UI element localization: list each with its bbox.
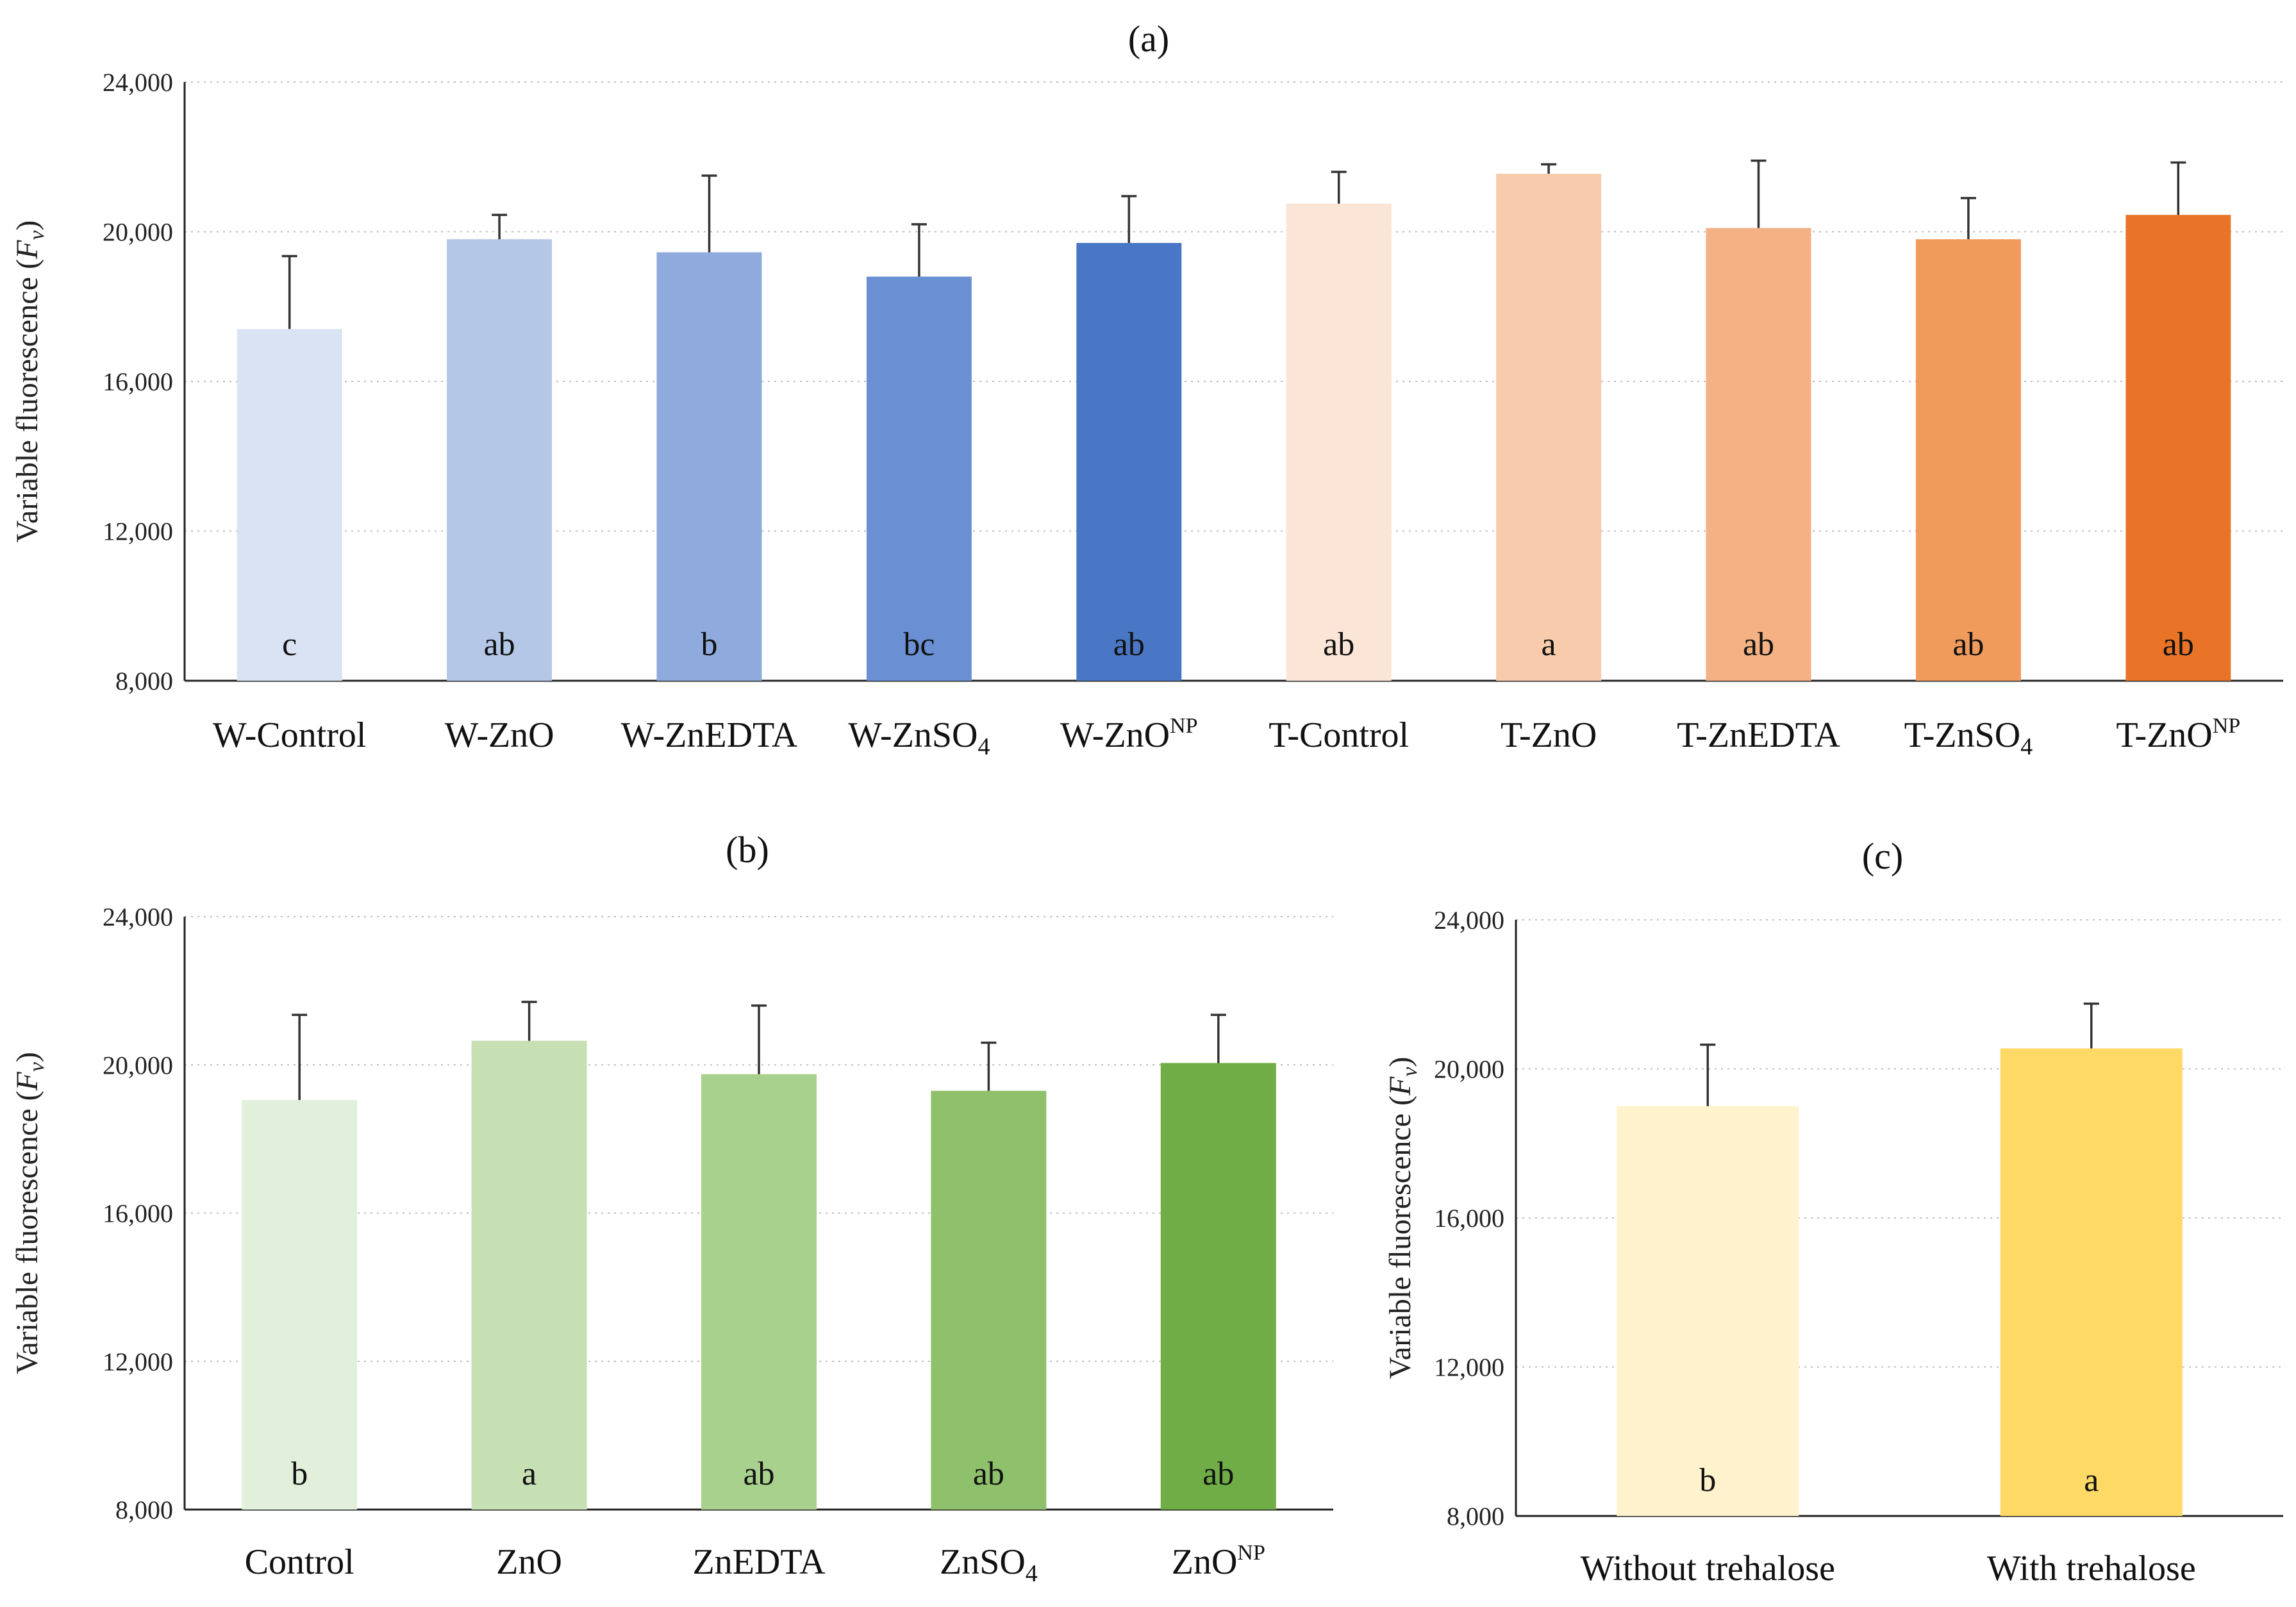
- y-tick-label: 16,000: [103, 367, 173, 396]
- bar: [1160, 1063, 1276, 1510]
- significance-letter: ab: [1202, 1456, 1234, 1492]
- x-tick-label: ZnO: [496, 1542, 562, 1582]
- y-tick-label: 16,000: [1434, 1204, 1504, 1233]
- chart-panel-a: (a) 8,000 12,000 16,000 20,000 24,000 Variable…: [10, 18, 2283, 760]
- bar: [656, 252, 762, 681]
- y-tick-label: 24,000: [1434, 906, 1504, 935]
- y-tick-label: 8,000: [115, 667, 173, 695]
- bar: [1076, 243, 1182, 681]
- bar: [701, 1074, 817, 1510]
- bar: [242, 1100, 358, 1510]
- significance-letter: ab: [743, 1456, 774, 1492]
- significance-letter: ab: [2163, 626, 2194, 663]
- significance-letter: ab: [1952, 626, 1984, 663]
- y-axis-label: Variable fluorescence (Fv): [1383, 1057, 1422, 1379]
- bar: [447, 239, 553, 681]
- chart-panel-c: (c) 8,000 12,000 16,000 20,000 24,000 Variable…: [1383, 835, 2283, 1588]
- y-tick-label: 20,000: [1434, 1055, 1504, 1084]
- x-tick-label: W-Control: [213, 715, 367, 755]
- y-tick-label: 12,000: [1434, 1353, 1504, 1382]
- significance-letter: b: [291, 1456, 308, 1492]
- y-axis-label: Variable fluorescence (Fv): [10, 221, 49, 543]
- significance-letter: ab: [1113, 626, 1145, 663]
- x-tick-label: T-ZnONP: [2116, 714, 2240, 755]
- y-tick-label: 20,000: [103, 218, 173, 247]
- significance-letter: bc: [903, 626, 935, 663]
- bar: [2000, 1048, 2183, 1516]
- x-tick-label: W-ZnSO4: [848, 715, 990, 760]
- chart-panel-b: (b) 8,000 12,000 16,000 20,000 24,000 Variable…: [10, 829, 1333, 1587]
- bar: [237, 329, 342, 681]
- y-tick-label: 24,000: [103, 68, 173, 97]
- y-tick-label: 12,000: [103, 1347, 173, 1376]
- significance-letter: a: [522, 1456, 537, 1492]
- x-tick-label: T-ZnO: [1501, 715, 1597, 755]
- bar: [931, 1090, 1047, 1510]
- significance-letter: ab: [1743, 626, 1774, 663]
- y-axis-label: Variable fluorescence (Fv): [10, 1052, 49, 1374]
- y-tick-label: 24,000: [103, 903, 173, 931]
- x-tick-label: ZnEDTA: [692, 1542, 826, 1582]
- x-tick-label: Without trehalose: [1581, 1549, 1835, 1588]
- x-tick-label: T-Control: [1269, 715, 1409, 755]
- x-tick-label: Control: [245, 1542, 354, 1582]
- x-tick-label: T-ZnSO4: [1904, 715, 2033, 760]
- panel-title-a: (a): [1128, 18, 1169, 60]
- y-tick-label: 8,000: [1447, 1502, 1504, 1531]
- x-tick-label: W-ZnEDTA: [621, 715, 798, 755]
- x-tick-label: ZnONP: [1172, 1541, 1265, 1582]
- x-tick-label: With trehalose: [1987, 1549, 2196, 1588]
- significance-letter: a: [1542, 626, 1556, 663]
- bar: [2125, 215, 2231, 681]
- significance-letter: ab: [484, 626, 515, 663]
- significance-letter: b: [1699, 1462, 1716, 1499]
- bar: [1915, 239, 2021, 681]
- bar: [471, 1040, 587, 1510]
- y-tick-label: 20,000: [103, 1051, 173, 1079]
- panel-title-b: (b): [726, 829, 769, 870]
- bar: [1286, 203, 1392, 681]
- significance-letter: b: [701, 626, 718, 663]
- bar: [866, 276, 972, 681]
- y-tick-label: 12,000: [103, 517, 173, 546]
- y-tick-label: 8,000: [115, 1495, 173, 1524]
- x-tick-label: W-ZnO: [445, 715, 554, 755]
- bar: [1617, 1106, 1799, 1516]
- bar: [1496, 174, 1602, 681]
- bar: [1706, 228, 1811, 681]
- x-tick-label: W-ZnONP: [1060, 714, 1198, 755]
- x-tick-label: ZnSO4: [940, 1542, 1038, 1587]
- significance-letter: ab: [973, 1456, 1004, 1492]
- significance-letter: c: [282, 626, 297, 663]
- panel-title-c: (c): [1862, 835, 1903, 877]
- x-tick-label: T-ZnEDTA: [1677, 715, 1840, 755]
- significance-letter: ab: [1323, 626, 1354, 663]
- significance-letter: a: [2084, 1462, 2099, 1499]
- y-tick-label: 16,000: [103, 1199, 173, 1228]
